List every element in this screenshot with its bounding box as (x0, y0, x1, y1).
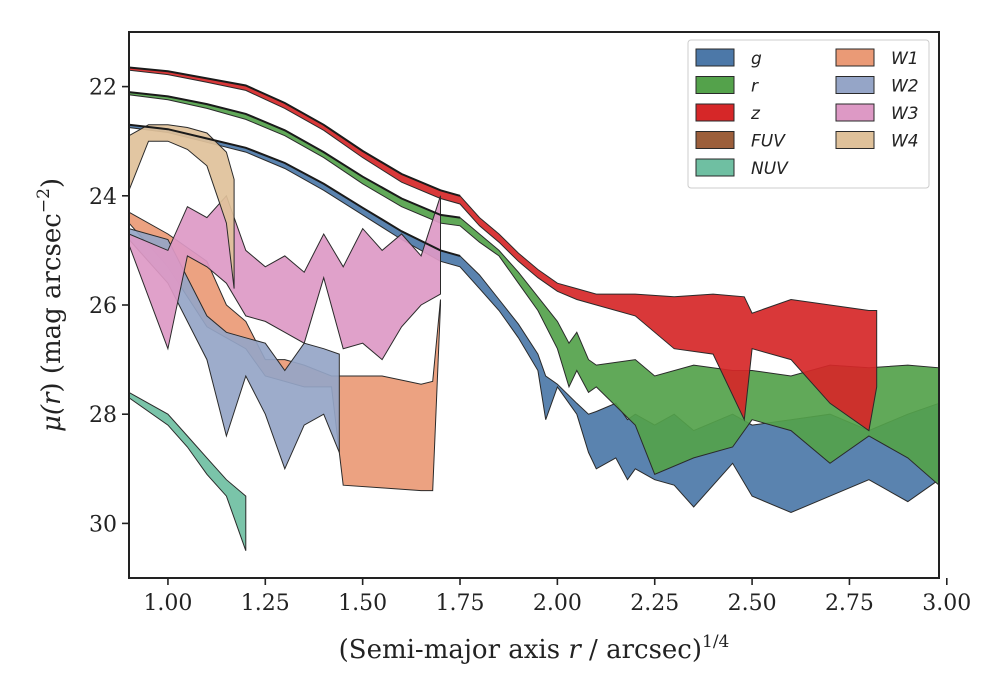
x-tick-label: 3.00 (922, 591, 971, 616)
legend-label: g (751, 49, 762, 69)
y-tick-label: 24 (89, 185, 117, 210)
band-layer (128, 66, 940, 551)
band-w2 (128, 227, 340, 471)
profile-line-layer (128, 66, 461, 257)
legend-item-z: z (695, 103, 761, 124)
band-nuv (128, 391, 247, 551)
legend-swatch (695, 131, 735, 149)
legend-swatch (695, 76, 735, 94)
y-axis-title: μ(r) (mag arcsec−2) (34, 178, 67, 432)
x-tick-label: 1.25 (241, 591, 290, 616)
legend-label: W4 (891, 132, 919, 152)
legend-item-w3: W3 (835, 103, 919, 124)
legend-swatch (835, 48, 875, 67)
legend-item-nuv: NUV (695, 158, 789, 179)
x-tick-label: 2.00 (533, 591, 582, 616)
legend-item-r: r (695, 76, 759, 97)
legend-label: z (750, 104, 761, 124)
profile-line-3 (128, 123, 461, 257)
y-tick-label: 28 (89, 403, 117, 428)
legend-label: FUV (751, 132, 786, 152)
legend-item-fuv: FUV (695, 131, 786, 152)
legend-swatch (835, 76, 875, 94)
x-tick-label: 1.75 (436, 591, 485, 616)
legend-label: r (751, 77, 759, 97)
legend-swatch (835, 131, 875, 149)
legend-label: NUV (751, 159, 789, 179)
legend-label: W3 (891, 104, 919, 124)
x-tick-label: 2.25 (630, 591, 679, 616)
legend-swatch (695, 158, 735, 177)
y-axis: 22 24 26 28 30 (89, 76, 129, 537)
profile-line-1 (128, 66, 461, 197)
legend-label: W2 (891, 77, 919, 97)
legend: grz FUV NUV W1 W2 W3 W4 (687, 39, 930, 189)
y-tick-label: 22 (89, 76, 117, 101)
legend-item-w2: W2 (835, 76, 919, 97)
x-tick-label: 1.00 (143, 591, 192, 616)
profile-line-2 (128, 91, 461, 219)
legend-swatch (835, 103, 875, 122)
band-w4 (128, 124, 235, 289)
legend-item-g: g (695, 48, 762, 69)
x-axis-title: (Semi-major axis r / arcsec)1/4 (339, 632, 730, 665)
legend-label: W1 (891, 49, 919, 69)
legend-swatch (695, 103, 735, 122)
x-axis: 1.00 1.25 1.50 1.75 2.00 2.25 2.50 2.75 3.00 (143, 578, 971, 616)
legend-item-w1: W1 (835, 48, 919, 69)
x-tick-label: 2.75 (825, 591, 874, 616)
legend-item-w4: W4 (835, 131, 919, 152)
band-w3 (128, 194, 441, 361)
x-tick-label: 2.50 (728, 591, 777, 616)
legend-swatch (695, 48, 735, 67)
x-tick-label: 1.50 (338, 591, 387, 616)
y-tick-label: 26 (89, 294, 117, 319)
y-tick-label: 30 (89, 512, 117, 537)
